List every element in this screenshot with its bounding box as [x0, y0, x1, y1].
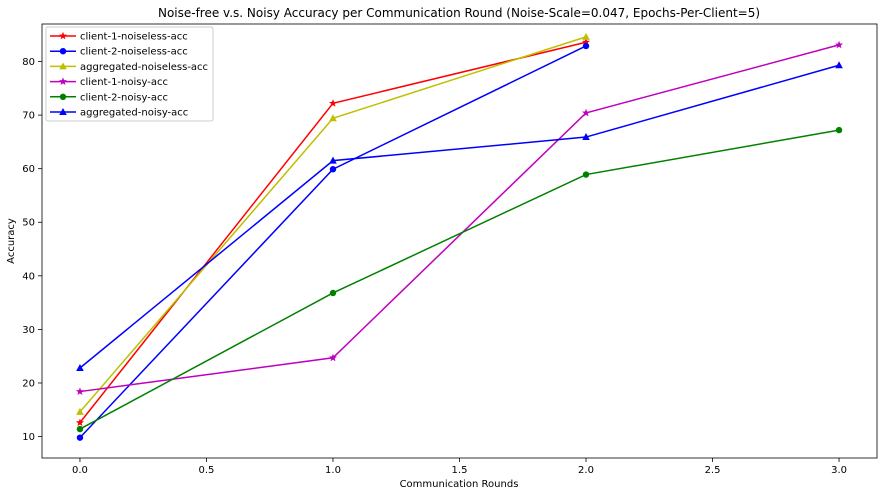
data-point-client-2-noiseless-acc: [582, 42, 590, 50]
data-point-client-2-noiseless-acc: [76, 434, 84, 441]
data-point-client-2-noisy-acc: [76, 425, 84, 433]
legend-label: client-2-noiseless-acc: [80, 47, 188, 58]
data-point-client-1-noisy-acc: [582, 108, 591, 117]
series-line-client-2-noisy-acc: [79, 129, 840, 430]
legend-box: [45, 26, 214, 122]
data-point-aggregated-noiseless-acc: [76, 407, 84, 415]
data-point-client-2-noisy-acc: [329, 289, 337, 297]
x-tick-label: 2.5: [705, 465, 721, 476]
legend-label: aggregated-noisy-acc: [80, 108, 188, 119]
data-point-aggregated-noisy-acc: [329, 156, 337, 164]
x-tick-label: 1.5: [452, 465, 468, 476]
series-aggregated-noiseless-acc: [76, 32, 590, 415]
series-client-2-noiseless-acc: [76, 42, 590, 441]
data-point-client-2-noisy-acc: [582, 171, 590, 178]
legend-marker: [59, 31, 67, 40]
y-axis-label: Accuracy: [6, 218, 17, 264]
x-tick-label: 1.0: [325, 465, 341, 476]
legend-marker: [59, 48, 67, 55]
legend-item-client-2-noiseless-acc: client-2-noiseless-acc: [50, 47, 188, 58]
x-axis-label: Communication Rounds: [400, 479, 519, 490]
y-tick-label: 40: [22, 271, 35, 282]
data-point-aggregated-noiseless-acc: [582, 32, 590, 40]
data-point-aggregated-noisy-acc: [835, 61, 843, 69]
series-client-1-noisy-acc: [75, 40, 844, 395]
legend-item-client-1-noiseless-acc: client-1-noiseless-acc: [50, 32, 188, 43]
y-tick-label: 30: [22, 325, 35, 336]
legend-item-aggregated-noisy-acc: aggregated-noisy-acc: [50, 108, 188, 119]
y-tick-label: 80: [22, 57, 35, 68]
data-point-client-1-noiseless-acc: [75, 418, 84, 427]
x-tick-label: 0.0: [72, 465, 88, 476]
y-tick-label: 50: [22, 218, 35, 229]
legend-marker: [59, 77, 67, 85]
legend-item-client-1-noisy-acc: client-1-noisy-acc: [50, 77, 168, 88]
legend-item-aggregated-noiseless-acc: aggregated-noiseless-acc: [50, 62, 208, 73]
y-tick-label: 60: [22, 164, 35, 175]
data-point-client-1-noisy-acc: [75, 387, 84, 395]
legend-marker: [59, 108, 67, 115]
series-layer: [75, 32, 844, 441]
x-tick-label: 2.0: [578, 465, 594, 476]
x-axis: 0.0 0.5 1.0 1.5 2.0 2.5 3.0: [72, 458, 847, 476]
legend-label: client-2-noisy-acc: [80, 92, 168, 103]
data-point-client-2-noisy-acc: [835, 126, 843, 134]
y-tick-label: 10: [22, 432, 35, 443]
y-axis: 10 20 30 40 50 60 70 80: [22, 57, 42, 443]
data-point-aggregated-noisy-acc: [582, 133, 590, 141]
data-point-client-2-noiseless-acc: [329, 166, 337, 173]
y-tick-label: 70: [22, 111, 35, 122]
data-point-client-1-noisy-acc: [328, 353, 337, 362]
data-point-client-1-noiseless-acc: [582, 38, 591, 46]
legend: client-1-noiseless-acc client-2-noiseless…: [45, 26, 214, 122]
legend-label: client-1-noisy-acc: [80, 77, 168, 88]
series-line-aggregated-noisy-acc: [79, 64, 840, 369]
legend-label: client-1-noiseless-acc: [80, 32, 188, 43]
y-tick-label: 20: [22, 378, 35, 389]
data-point-aggregated-noisy-acc: [76, 363, 84, 371]
x-tick-label: 0.5: [199, 465, 215, 476]
data-point-client-1-noiseless-acc: [328, 99, 337, 107]
series-client-2-noisy-acc: [76, 126, 843, 433]
series-line-client-1-noisy-acc: [79, 44, 840, 393]
chart-title: Noise-free v.s. Noisy Accuracy per Commu…: [158, 6, 760, 20]
data-point-client-1-noisy-acc: [835, 40, 844, 49]
series-aggregated-noisy-acc: [76, 61, 843, 371]
legend-marker: [59, 62, 67, 70]
legend-item-client-2-noisy-acc: client-2-noisy-acc: [50, 92, 168, 103]
legend-label: aggregated-noiseless-acc: [80, 62, 208, 73]
legend-marker: [59, 93, 67, 101]
data-point-aggregated-noiseless-acc: [329, 114, 337, 122]
series-client-1-noiseless-acc: [75, 38, 591, 427]
x-tick-label: 3.0: [831, 465, 847, 476]
